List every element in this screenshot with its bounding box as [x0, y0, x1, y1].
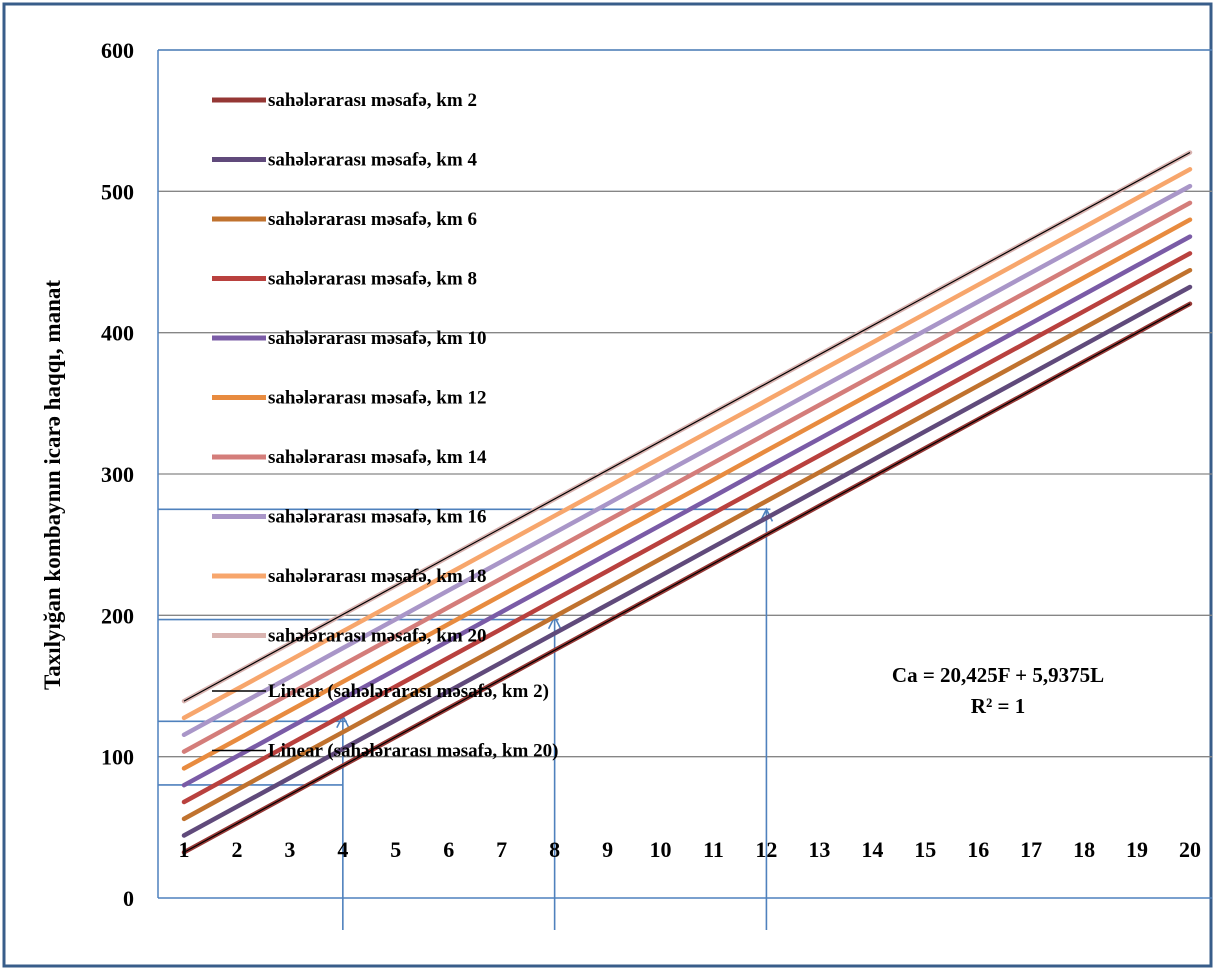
- x-tick-label-18: 18: [1073, 837, 1095, 862]
- x-tick-label-9: 9: [602, 837, 613, 862]
- legend-label-1: sahələrarası məsafə, km 2: [268, 90, 477, 111]
- legend-trend-label-2: Linear (sahələrarası məsafə, km 20): [268, 741, 558, 762]
- legend-label-6: sahələrarası məsafə, km 12: [268, 388, 486, 409]
- legend-label-8: sahələrarası məsafə, km 16: [268, 507, 486, 528]
- y-tick-label-200: 200: [101, 603, 134, 628]
- x-tick-label-6: 6: [443, 837, 454, 862]
- y-axis-title: Taxılyığan kombaynın icarə haqqı, manat: [40, 280, 65, 690]
- y-tick-label-400: 400: [101, 321, 134, 346]
- r-squared-annotation: R² = 1: [971, 694, 1025, 718]
- x-tick-label-13: 13: [808, 837, 830, 862]
- y-tick-label-0: 0: [123, 886, 134, 911]
- x-tick-label-5: 5: [390, 837, 401, 862]
- legend-label-5: sahələrarası məsafə, km 10: [268, 328, 486, 349]
- x-tick-label-4: 4: [337, 837, 348, 862]
- x-tick-label-2: 2: [231, 837, 242, 862]
- x-tick-label-12: 12: [755, 837, 777, 862]
- legend-label-4: sahələrarası məsafə, km 8: [268, 269, 477, 290]
- x-tick-label-15: 15: [914, 837, 936, 862]
- x-tick-label-3: 3: [284, 837, 295, 862]
- y-tick-label-100: 100: [101, 745, 134, 770]
- legend-label-9: sahələrarası məsafə, km 18: [268, 566, 486, 587]
- equation-annotation: Ca = 20,425F + 5,9375L: [892, 663, 1104, 687]
- y-tick-label-500: 500: [101, 179, 134, 204]
- x-tick-label-1: 1: [179, 837, 190, 862]
- legend-label-2: sahələrarası məsafə, km 4: [268, 150, 477, 171]
- legend-label-3: sahələrarası məsafə, km 6: [268, 209, 477, 230]
- x-tick-label-16: 16: [967, 837, 989, 862]
- x-tick-label-10: 10: [650, 837, 672, 862]
- legend-label-10: sahələrarası məsafə, km 20: [268, 626, 486, 647]
- x-tick-label-19: 19: [1126, 837, 1148, 862]
- x-tick-label-8: 8: [549, 837, 560, 862]
- y-tick-label-600: 600: [101, 38, 134, 63]
- y-tick-label-300: 300: [101, 462, 134, 487]
- x-tick-label-11: 11: [703, 837, 724, 862]
- x-tick-label-17: 17: [1020, 837, 1042, 862]
- legend-trend-label-1: Linear (sahələrarası məsafə, km 2): [268, 681, 549, 702]
- x-tick-label-7: 7: [496, 837, 507, 862]
- x-tick-label-20: 20: [1179, 837, 1201, 862]
- legend-label-7: sahələrarası məsafə, km 14: [268, 447, 487, 468]
- x-tick-label-14: 14: [861, 837, 883, 862]
